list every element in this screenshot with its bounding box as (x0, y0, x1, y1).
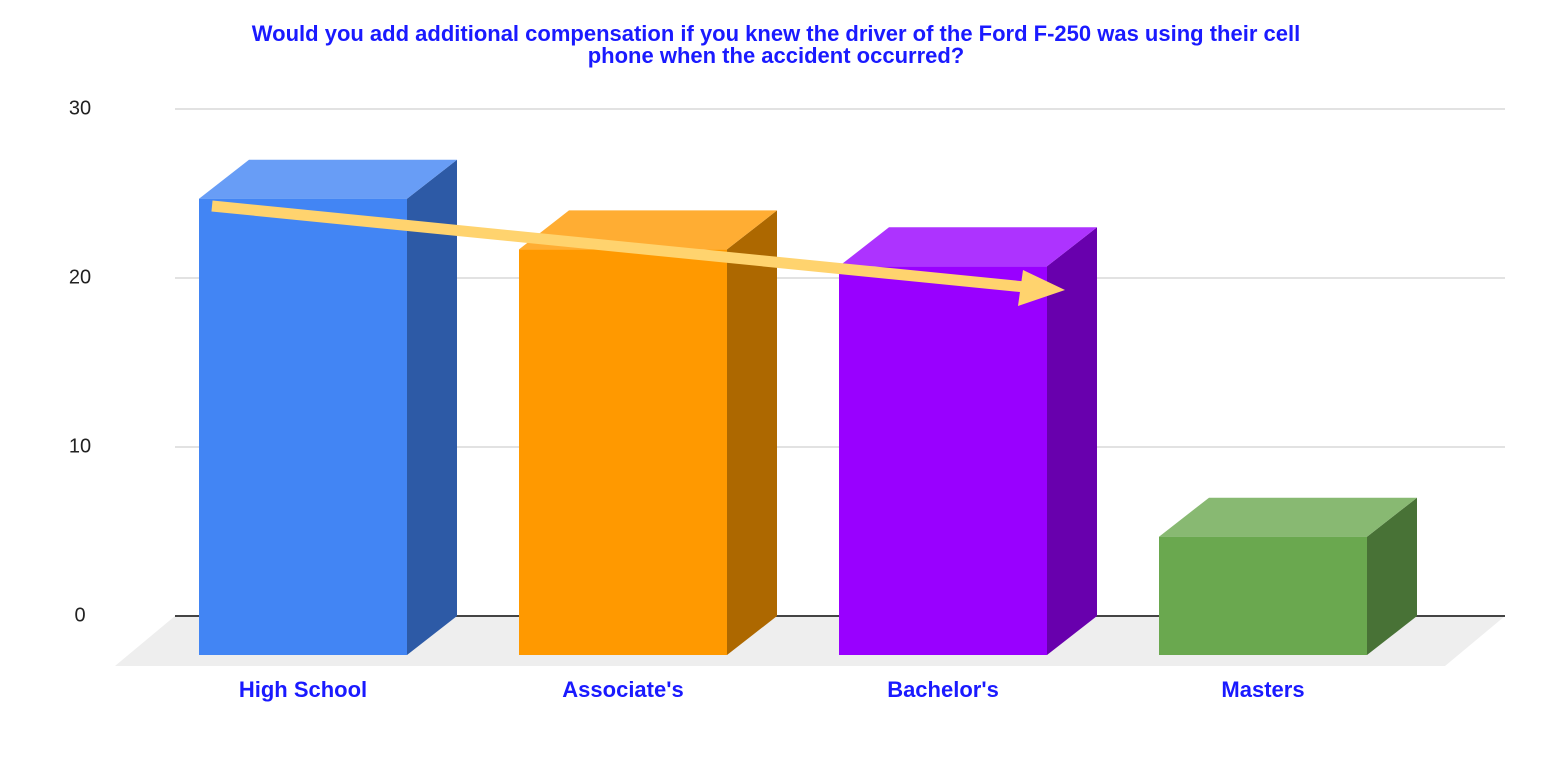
annotation-arrow (211, 200, 1065, 306)
arrow-head (1018, 270, 1065, 306)
bar-side (407, 159, 457, 655)
bar-top (839, 227, 1097, 267)
bars (199, 159, 1417, 656)
y-tick-label: 10 (69, 435, 91, 457)
bar-side (1047, 227, 1097, 656)
bar-side (1367, 497, 1417, 655)
y-tick-label: 0 (74, 604, 85, 626)
x-tick-label: Associate's (562, 677, 683, 702)
bar-side (727, 210, 777, 655)
arrow-shaft (211, 200, 1026, 293)
y-tick-label: 30 (69, 97, 91, 119)
bar (839, 266, 1047, 655)
x-tick-label: High School (239, 677, 367, 702)
x-tick-label: Masters (1221, 677, 1304, 702)
bar (1159, 536, 1367, 655)
chart-title: Would you add additional compensation if… (252, 21, 1300, 68)
x-tick-label: Bachelor's (887, 677, 999, 702)
bar-top (199, 159, 457, 199)
bar (199, 198, 407, 655)
bar (519, 249, 727, 655)
bar-top (1159, 497, 1417, 537)
y-tick-label: 20 (69, 266, 91, 288)
floor (115, 616, 1505, 666)
